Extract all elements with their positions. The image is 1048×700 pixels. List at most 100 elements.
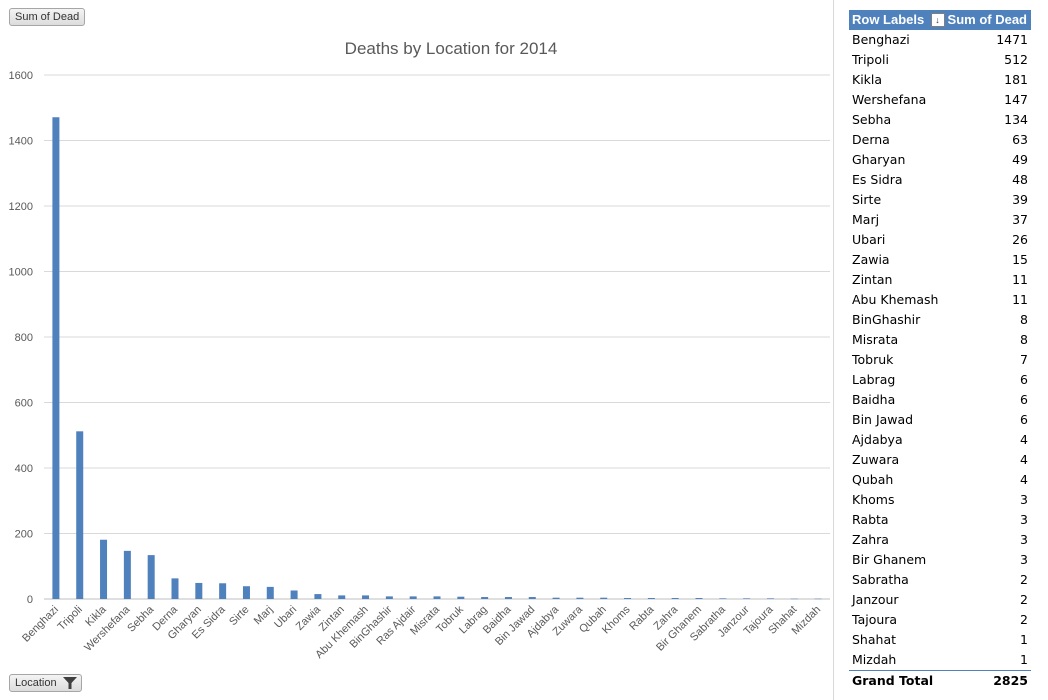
pivot-row[interactable]: Khoms 3	[849, 490, 1031, 510]
grand-total-row: Grand Total 2825	[849, 670, 1031, 690]
pivot-row-label: Abu Khemash	[852, 292, 939, 307]
pivot-row-value: 6	[1020, 412, 1028, 427]
pivot-row-value: 1471	[996, 32, 1028, 47]
bar[interactable]	[671, 598, 679, 599]
bar[interactable]	[504, 597, 512, 599]
bar[interactable]	[647, 598, 655, 599]
bar[interactable]	[719, 598, 727, 599]
bar[interactable]	[147, 555, 155, 599]
pivot-row-value: 4	[1020, 432, 1028, 447]
pivot-row[interactable]: Sabratha 2	[849, 570, 1031, 590]
pivot-row-value: 6	[1020, 392, 1028, 407]
bar[interactable]	[552, 597, 560, 599]
pivot-row[interactable]: Abu Khemash 11	[849, 290, 1031, 310]
pivot-row-label: Zuwara	[852, 452, 900, 467]
pivot-row[interactable]: Derna 63	[849, 130, 1031, 150]
bar[interactable]	[171, 578, 179, 599]
pivot-row[interactable]: Janzour 2	[849, 590, 1031, 610]
bar[interactable]	[362, 595, 370, 599]
pivot-row[interactable]: Gharyan 49	[849, 150, 1031, 170]
pivot-row-value: 48	[1012, 172, 1028, 187]
pivot-row-label: Marj	[852, 212, 880, 227]
pivot-row[interactable]: Bin Jawad 6	[849, 410, 1031, 430]
sum-of-dead-header[interactable]: Sum of Dead	[947, 12, 1027, 27]
grand-total-value: 2825	[993, 673, 1028, 688]
pivot-row-label: Misrata	[852, 332, 899, 347]
bar[interactable]	[76, 431, 84, 599]
pivot-row[interactable]: Sirte 39	[849, 190, 1031, 210]
bar[interactable]	[242, 586, 250, 599]
x-tick-label: Marj	[252, 604, 276, 628]
bar[interactable]	[790, 598, 798, 600]
pivot-row[interactable]: Sebha 134	[849, 110, 1031, 130]
pivot-row-value: 1	[1020, 652, 1028, 667]
bar[interactable]	[123, 550, 131, 599]
pivot-body: Benghazi 1471 Tripoli 512 Kikla 181 Wershefana…	[849, 30, 1031, 670]
location-field-button[interactable]: Location	[9, 674, 82, 692]
pivot-row-label: Zahra	[852, 532, 889, 547]
pivot-row[interactable]: Zawia 15	[849, 250, 1031, 270]
pivot-row[interactable]: Zahra 3	[849, 530, 1031, 550]
pivot-row[interactable]: Qubah 4	[849, 470, 1031, 490]
pivot-row[interactable]: Mizdah 1	[849, 650, 1031, 670]
pivot-row[interactable]: Ajdabya 4	[849, 430, 1031, 450]
bar[interactable]	[433, 596, 441, 599]
pivot-row[interactable]: BinGhashir 8	[849, 310, 1031, 330]
pivot-row-label: Bin Jawad	[852, 412, 914, 427]
pivot-row[interactable]: Wershefana 147	[849, 90, 1031, 110]
bar[interactable]	[338, 595, 346, 599]
pivot-row[interactable]: Tobruk 7	[849, 350, 1031, 370]
sort-filter-icon[interactable]: ↓	[930, 13, 945, 27]
pivot-row[interactable]: Es Sidra 48	[849, 170, 1031, 190]
bar[interactable]	[600, 597, 608, 599]
bar[interactable]	[219, 583, 227, 599]
bar[interactable]	[290, 590, 298, 599]
y-tick-label: 200	[15, 529, 33, 541]
bar[interactable]	[743, 598, 751, 599]
pivot-row[interactable]: Benghazi 1471	[849, 30, 1031, 50]
bar[interactable]	[52, 117, 60, 599]
pivot-row-value: 37	[1012, 212, 1028, 227]
bar[interactable]	[695, 598, 703, 599]
pivot-row[interactable]: Tripoli 512	[849, 50, 1031, 70]
pivot-row[interactable]: Misrata 8	[849, 330, 1031, 350]
pivot-row-label: Mizdah	[852, 652, 897, 667]
x-tick-label: Sirte	[227, 604, 251, 628]
bar[interactable]	[100, 539, 108, 599]
bar[interactable]	[314, 594, 322, 599]
y-tick-label: 1000	[9, 267, 33, 279]
filter-icon[interactable]	[62, 676, 78, 690]
bar[interactable]	[481, 597, 489, 599]
row-labels-header[interactable]: Row Labels	[852, 12, 925, 27]
pivot-row-label: Tobruk	[852, 352, 894, 367]
bar[interactable]	[409, 596, 417, 599]
bar[interactable]	[624, 598, 632, 599]
pivot-row-label: Gharyan	[852, 152, 906, 167]
bar[interactable]	[266, 586, 274, 599]
bar[interactable]	[528, 597, 536, 599]
pivot-row[interactable]: Zintan 11	[849, 270, 1031, 290]
pivot-row[interactable]: Ubari 26	[849, 230, 1031, 250]
pivot-row-value: 39	[1012, 192, 1028, 207]
bar[interactable]	[457, 596, 465, 599]
pivot-row[interactable]: Tajoura 2	[849, 610, 1031, 630]
pivot-row[interactable]: Zuwara 4	[849, 450, 1031, 470]
pivot-row-value: 512	[1004, 52, 1028, 67]
bar[interactable]	[766, 598, 774, 599]
bar[interactable]	[385, 596, 393, 599]
pivot-row[interactable]: Bir Ghanem 3	[849, 550, 1031, 570]
pivot-row[interactable]: Kikla 181	[849, 70, 1031, 90]
pivot-row-label: Janzour	[852, 592, 899, 607]
pivot-row[interactable]: Baidha 6	[849, 390, 1031, 410]
y-tick-label: 600	[15, 398, 33, 410]
bar[interactable]	[814, 598, 822, 600]
pivot-row[interactable]: Labrag 6	[849, 370, 1031, 390]
pivot-row[interactable]: Shahat 1	[849, 630, 1031, 650]
pivot-row-value: 26	[1012, 232, 1028, 247]
pivot-row[interactable]: Rabta 3	[849, 510, 1031, 530]
bar[interactable]	[195, 582, 203, 599]
sum-of-dead-field-button[interactable]: Sum of Dead	[9, 8, 86, 26]
pivot-row-label: Ubari	[852, 232, 886, 247]
pivot-row[interactable]: Marj 37	[849, 210, 1031, 230]
bar[interactable]	[576, 597, 584, 599]
